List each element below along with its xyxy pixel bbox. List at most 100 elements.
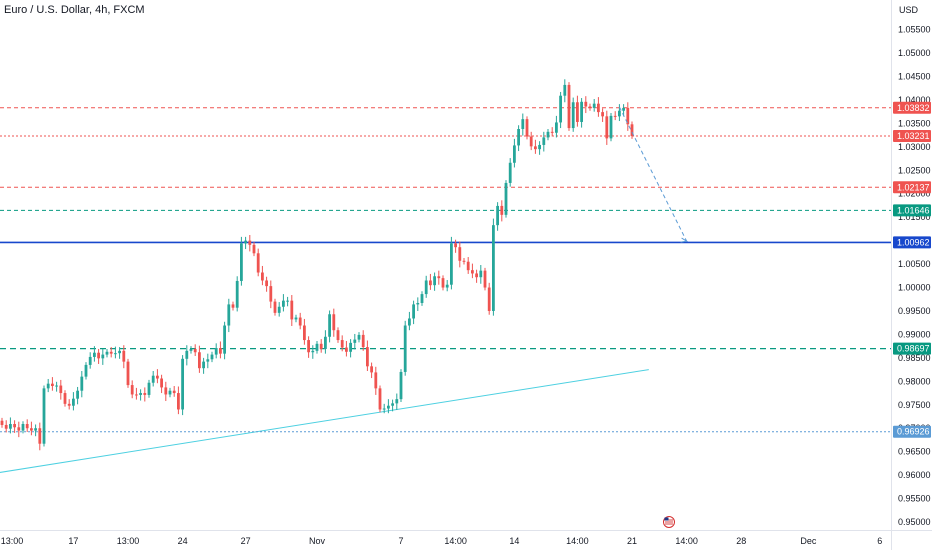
candle-body (382, 408, 386, 410)
candle-body (349, 342, 352, 352)
candle-body (13, 424, 16, 428)
candle-body (420, 294, 424, 304)
x-tick-label: 21 (627, 536, 637, 546)
candle-body (479, 270, 483, 278)
candle-body (168, 390, 172, 395)
candle-body (395, 399, 399, 404)
candle-body (63, 393, 67, 404)
candle-body (374, 372, 378, 389)
candle-body (294, 317, 298, 320)
candle-body (408, 318, 411, 326)
y-tick-label: 0.96000 (898, 470, 931, 480)
candle-body (214, 348, 218, 355)
candle-body (319, 343, 323, 349)
price-level-tag-label: 1.03832 (897, 103, 930, 113)
projection-arrow-head (680, 237, 689, 243)
candle-body (42, 388, 46, 444)
candle-body (605, 116, 609, 139)
y-tick-label: 1.05000 (898, 48, 931, 58)
candle-body (198, 352, 201, 369)
candle-body (46, 383, 50, 389)
candle-body (223, 325, 226, 354)
candle-body (269, 286, 273, 302)
candle-body (433, 276, 436, 286)
candle-body (630, 124, 634, 137)
candle-body (576, 102, 579, 122)
candle-body (109, 351, 113, 354)
candle-body (164, 387, 168, 395)
candle-body (324, 336, 327, 349)
candle-body (4, 424, 8, 429)
candle-body (315, 343, 319, 351)
candle-body (496, 205, 499, 226)
candle-body (458, 247, 462, 261)
candle-body (122, 350, 126, 362)
candle-body (277, 306, 281, 313)
candle-body (135, 394, 138, 396)
candle-body (492, 225, 495, 311)
candle-body (101, 354, 105, 359)
y-tick-label: 1.03000 (898, 142, 931, 152)
candle-body (454, 243, 457, 248)
candle-body (147, 382, 151, 395)
candle-body (592, 103, 596, 108)
candle-body (387, 405, 390, 409)
y-tick-label: 0.98500 (898, 353, 931, 363)
candle-body (227, 304, 231, 326)
y-tick-label: 1.02000 (898, 189, 931, 199)
price-level-tag-label: 0.96926 (897, 427, 930, 437)
y-tick-label: 0.98000 (898, 376, 931, 386)
candle-body (571, 102, 575, 129)
y-tick-label: 1.01500 (898, 212, 931, 222)
x-tick-label: 7 (398, 536, 403, 546)
candle-body (97, 352, 100, 359)
candle-body (151, 375, 155, 383)
candle-body (126, 361, 130, 386)
candle-body (80, 376, 84, 391)
candle-body (555, 122, 558, 133)
candle-body (353, 339, 357, 343)
candle-body (559, 95, 562, 123)
price-level-tag (893, 101, 931, 114)
candle-body (248, 240, 252, 245)
candle-body (59, 385, 63, 394)
candle-body (618, 110, 621, 117)
candle-body (30, 428, 33, 431)
candle-body (193, 348, 197, 353)
price-level-tag (893, 342, 931, 355)
candle-body (412, 304, 415, 319)
candle-body (282, 300, 285, 307)
candle-body (462, 260, 466, 262)
x-tick-label: 24 (178, 536, 188, 546)
candle-body (244, 240, 247, 244)
candle-body (25, 424, 29, 429)
candle-body (370, 366, 373, 373)
price-level-tag (893, 129, 931, 142)
price-level-tag (893, 425, 931, 438)
candle-body (550, 131, 554, 133)
y-tick-label: 1.03500 (898, 118, 931, 128)
candle-body (441, 278, 445, 288)
us-flag-canton (664, 517, 669, 521)
candle-body (622, 107, 625, 111)
x-tick-label: 17 (68, 536, 78, 546)
candle-body (240, 243, 243, 281)
candle-body (231, 304, 235, 308)
candle-body (307, 340, 310, 353)
candle-body (210, 354, 214, 360)
candle-body (189, 348, 193, 351)
candle-body (588, 106, 592, 108)
candle-body (580, 101, 583, 122)
price-axis-background (891, 0, 932, 550)
candle-body (424, 280, 428, 295)
candle-body (466, 261, 470, 271)
x-tick-label: 27 (241, 536, 251, 546)
candle-body (626, 107, 630, 125)
x-tick-label: Nov (309, 536, 326, 546)
candle-body (500, 205, 504, 215)
candle-body (538, 144, 541, 150)
candle-body (429, 280, 432, 286)
candle-body (51, 383, 54, 387)
candle-body (67, 403, 71, 406)
